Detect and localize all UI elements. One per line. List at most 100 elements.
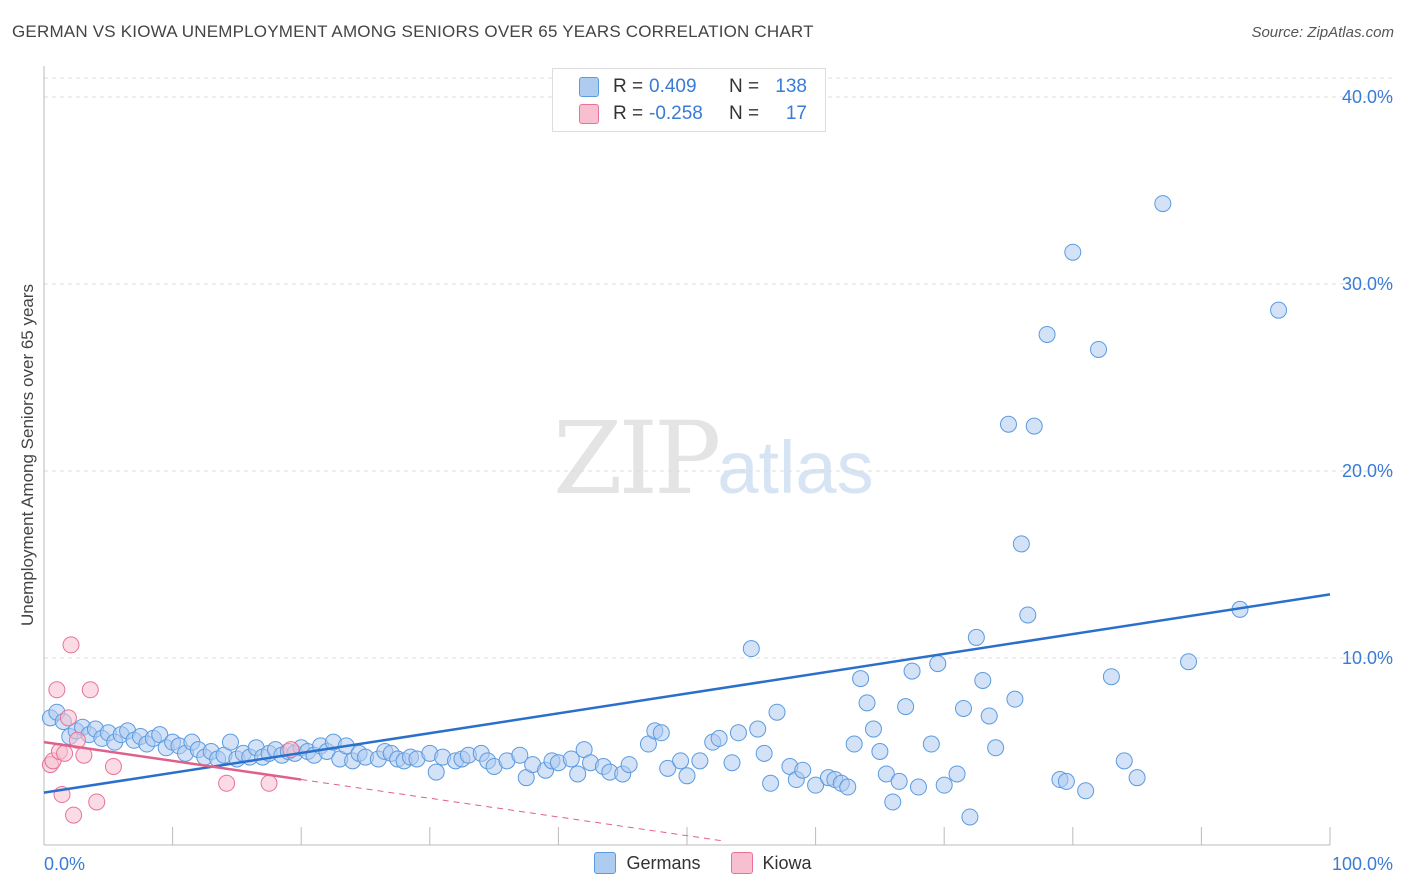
data-point-germans [1128,769,1146,787]
legend-n-value: 138 [775,76,807,97]
data-point-germans [691,752,709,770]
data-point-germans [1115,752,1133,770]
kiowa-points [41,636,300,824]
chart-title: GERMAN VS KIOWA UNEMPLOYMENT AMONG SENIO… [12,22,814,41]
data-point-germans [1180,653,1198,671]
grid-lines [44,77,1392,659]
legend-row-germans: R = 0.409 N = 138 [579,76,807,98]
axes [43,66,1331,846]
watermark: ZIPatlas [553,400,874,517]
data-point-germans [935,776,953,794]
data-point-germans [1006,690,1024,708]
tick-labels: 10.0% 20.0% 30.0% 40.0% 0.0% 100.0% [44,87,1393,874]
data-point-germans [980,707,998,725]
data-point-germans [511,746,529,764]
data-point-germans [877,765,895,783]
data-point-germans [1000,415,1017,433]
data-point-germans [897,698,915,716]
data-point-germans [569,765,587,783]
watermark-zip: ZIP [553,400,721,517]
y-tick-label: 40.0% [1342,87,1393,107]
data-point-kiowa [88,793,106,811]
y-tick-label: 30.0% [1342,274,1393,294]
data-point-germans [1064,243,1082,261]
source-label: Source: ZipAtlas.com [1251,24,1394,41]
data-point-germans [864,720,882,738]
data-point-germans [794,761,812,779]
y-tick-label: 10.0% [1342,648,1393,668]
data-point-germans [678,767,696,785]
data-point-kiowa [104,757,122,775]
data-point-germans [1057,772,1075,790]
legend-n-label: N = [729,103,760,124]
data-point-germans [659,759,677,777]
data-point-kiowa [65,806,83,824]
x-tick-label: 0.0% [44,854,85,874]
data-point-kiowa [62,636,80,654]
data-point-germans [710,729,728,747]
data-point-germans [1012,535,1030,553]
legend-r-value: 0.409 [649,76,697,97]
legend-swatch-germans [579,77,599,97]
data-point-germans [858,694,876,712]
data-point-germans [871,743,889,760]
data-point-germans [948,765,966,783]
data-point-kiowa [68,731,86,749]
data-point-germans [672,752,690,770]
data-point-germans [1019,606,1037,624]
legend-r-label: R = [613,103,644,124]
data-point-germans [987,739,1005,757]
legend-r-label: R = [613,76,644,97]
data-point-germans [742,640,760,658]
data-point-germans [1102,668,1120,686]
legend-item-kiowa[interactable]: Kiowa [730,852,812,874]
data-point-germans [1038,325,1056,343]
data-point-kiowa [260,774,278,792]
trendline-germans [43,593,1331,794]
legend-swatch-kiowa [730,852,753,874]
data-point-germans [961,808,979,826]
legend-item-germans[interactable]: Germans [594,852,701,874]
data-point-germans [768,703,786,721]
data-point-kiowa [218,774,236,792]
legend-swatch-kiowa [579,104,599,124]
legend-label-germans: Germans [626,852,701,873]
trend-lines [43,593,1331,842]
data-point-germans [427,763,445,781]
data-point-germans [221,733,239,751]
data-point-germans [749,720,767,738]
data-point-germans [620,756,638,774]
data-point-kiowa [59,709,77,727]
legend-r-value: -0.258 [649,103,703,124]
data-point-germans [807,776,825,794]
data-point-germans [729,724,747,742]
data-point-germans [1270,301,1288,319]
data-point-germans [967,628,985,646]
trendline-kiowa [301,779,726,842]
data-point-germans [929,655,947,673]
correlation-legend: R = 0.409 N = 138 R = -0.258 N = 17 [552,68,826,132]
x-tick-label: 100.0% [1332,854,1393,874]
legend-label-kiowa: Kiowa [762,852,812,873]
data-point-germans [974,671,992,689]
data-point-germans [1025,417,1043,435]
y-tick-label: 20.0% [1342,461,1393,481]
legend-n-value: 17 [785,103,807,124]
data-point-germans [852,670,870,688]
data-point-germans [652,724,670,742]
trendline-kiowa [43,740,302,781]
data-point-germans [890,772,908,790]
data-point-kiowa [81,681,99,699]
data-point-germans [562,750,580,768]
data-point-germans [954,699,972,717]
legend-row-kiowa: R = -0.258 N = 17 [579,103,807,125]
data-point-germans [922,735,940,753]
data-point-germans [903,662,921,680]
data-point-germans [762,774,780,792]
data-point-germans [845,735,863,753]
data-point-kiowa [48,681,66,699]
data-point-germans [755,744,773,762]
series-legend: Germans Kiowa [0,852,1406,874]
data-point-germans [1154,195,1172,213]
data-point-germans [884,793,902,811]
